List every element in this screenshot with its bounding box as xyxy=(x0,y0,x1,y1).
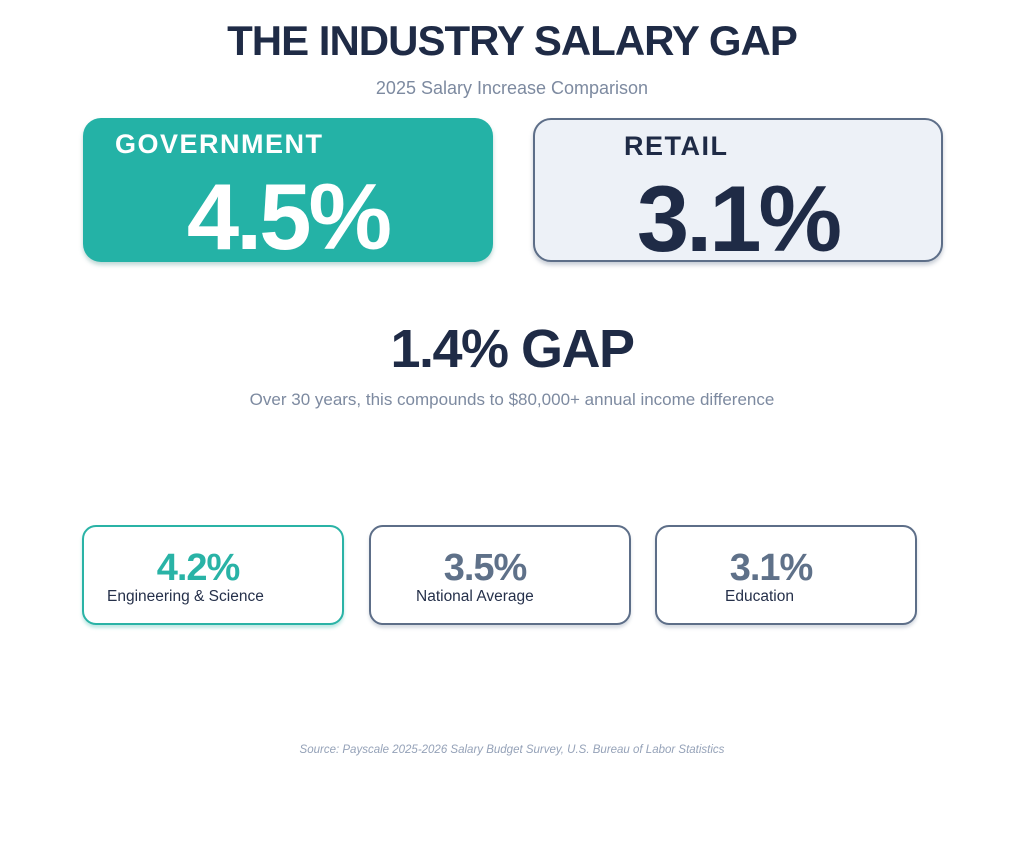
stat-label: National Average xyxy=(416,588,534,606)
stat-label: Engineering & Science xyxy=(107,588,264,606)
government-value: 4.5% xyxy=(186,164,392,269)
stat-value: 4.2% xyxy=(156,547,241,589)
stat-value: 3.1% xyxy=(729,547,814,589)
source-note: Source: Payscale 2025-2026 Salary Budget… xyxy=(299,744,725,756)
page-subtitle: 2025 Salary Increase Comparison xyxy=(375,78,649,98)
retail-value: 3.1% xyxy=(636,166,842,271)
stat-card-national-average: 3.5% National Average xyxy=(369,525,631,625)
page-title: THE INDUSTRY SALARY GAP xyxy=(227,17,798,64)
government-label: GOVERNMENT xyxy=(115,129,324,159)
gap-note: Over 30 years, this compounds to $80,000… xyxy=(249,390,775,409)
retail-label: RETAIL xyxy=(624,131,729,161)
stat-label: Education xyxy=(725,588,794,606)
stat-value: 3.5% xyxy=(443,547,528,589)
stat-card-education: 3.1% Education xyxy=(655,525,917,625)
government-card: GOVERNMENT 4.5% xyxy=(83,118,493,269)
gap-headline: 1.4% GAP xyxy=(390,319,635,379)
stat-card-engineering-science: 4.2% Engineering & Science xyxy=(82,525,344,625)
retail-card: RETAIL 3.1% xyxy=(533,118,943,266)
